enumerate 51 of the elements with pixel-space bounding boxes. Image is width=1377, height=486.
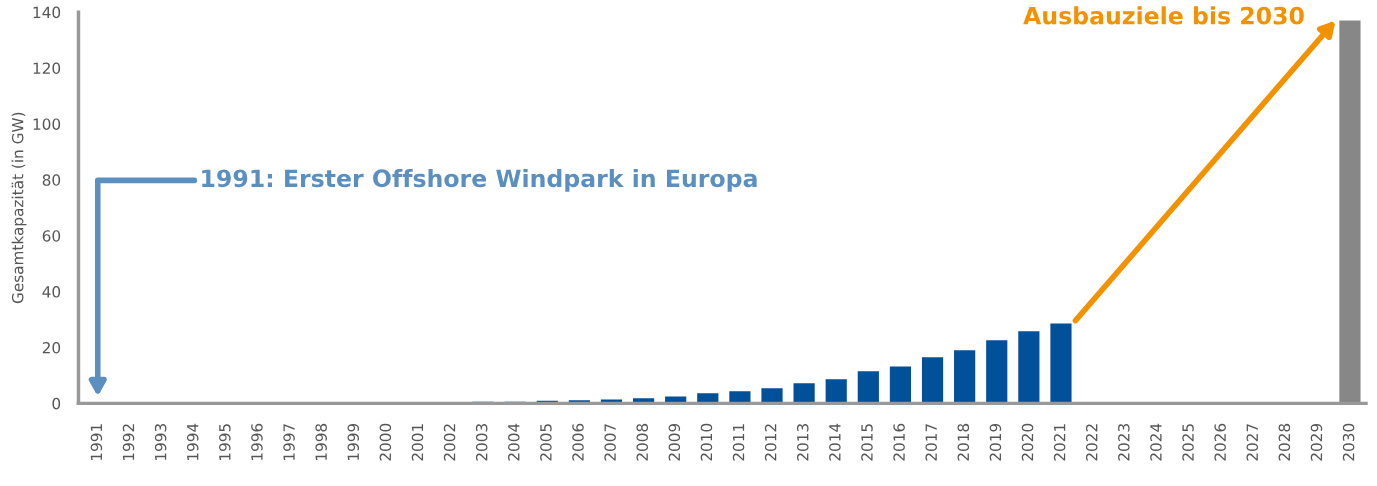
y-tick-label: 140 (33, 6, 61, 19)
x-tick-label: 2016 (893, 423, 905, 461)
x-tick-label: 2011 (732, 424, 745, 461)
x-tick-label: 2015 (861, 424, 873, 461)
x-tick-label: 1998 (315, 423, 327, 461)
x-tick-label: 1999 (347, 423, 360, 461)
y-tick-label: 80 (42, 174, 61, 186)
x-tick-label: 2027 (1246, 424, 1259, 461)
y-tick-label: 20 (42, 341, 61, 354)
x-tick-label: 2009 (668, 423, 681, 461)
x-tick-label: 2010 (700, 423, 713, 461)
x-tick-label: 2003 (475, 424, 488, 461)
annotation: Ausbauziele bis 2030 (1023, 6, 1304, 25)
x-tick-label: 2017 (925, 424, 937, 461)
y-tick-label: 100 (33, 118, 61, 130)
x-tick-label: 1991 (90, 424, 103, 461)
x-tick-label: 2014 (829, 423, 841, 461)
y-tick-label: 0 (52, 397, 61, 410)
x-tick-label: 1997 (283, 424, 295, 461)
x-tick-label: 2013 (796, 424, 809, 461)
x-tick-label: 2004 (508, 423, 520, 461)
x-tick-label: 2024 (1150, 423, 1162, 461)
x-tick-label: 2019 (989, 423, 1002, 461)
x-tick-label: 2018 (957, 423, 970, 461)
x-tick-label: 2007 (604, 424, 616, 461)
x-tick-label: 2012 (764, 424, 777, 461)
x-tick-label: 2020 (1021, 423, 1034, 461)
y-tick-label: 40 (42, 286, 61, 298)
x-tick-label: 2023 (1118, 424, 1130, 461)
x-tick-label: 1995 (219, 424, 231, 461)
x-tick-label: 2030 (1342, 423, 1355, 461)
x-tick-label: 2002 (443, 424, 456, 461)
x-tick-label: 2008 (636, 423, 649, 461)
x-tick-label: 2029 (1310, 423, 1323, 461)
annotation: 1991: Erster Offshore Windpark in Europa (202, 168, 757, 192)
x-tick-label: 2022 (1085, 424, 1098, 461)
x-tick-label: 2021 (1053, 424, 1066, 461)
x-tick-label: 1994 (186, 423, 199, 461)
y-tick-label: 120 (33, 62, 61, 75)
x-tick-label: 2025 (1182, 424, 1194, 461)
y-tick-label: 60 (42, 230, 61, 242)
x-tick-label: 1992 (122, 424, 135, 461)
y-axis-title: Gesamtkapazität (in GW) (11, 112, 27, 304)
x-tick-label: 2005 (540, 424, 552, 461)
x-tick-label: 2026 (1214, 423, 1226, 461)
x-tick-label: 1996 (251, 423, 263, 461)
x-tick-label: 2006 (572, 423, 584, 461)
x-tick-label: 2001 (411, 424, 424, 461)
x-tick-label: 1993 (154, 424, 167, 461)
x-tick-label: 2000 (379, 423, 392, 461)
x-tick-label: 2028 (1278, 423, 1291, 461)
